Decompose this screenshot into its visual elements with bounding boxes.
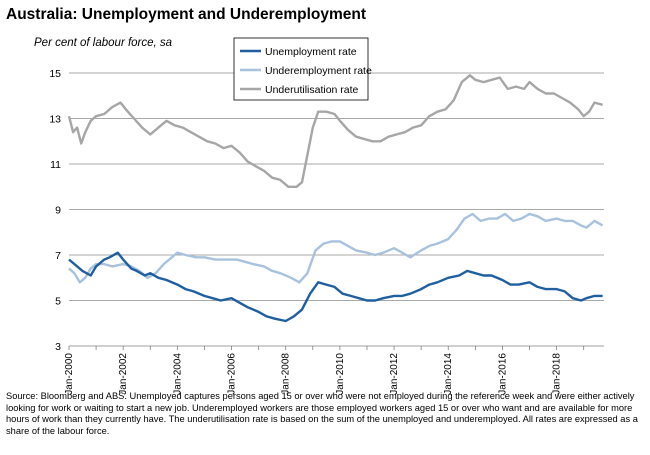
- x-tick-label: Jan-2014: [443, 353, 454, 395]
- x-tick-label: Jan-2008: [281, 353, 292, 395]
- legend-label: Underemployment rate: [265, 65, 372, 77]
- x-tick-label: Jan-2012: [389, 353, 400, 395]
- series-line-underutilisation-rate: [67, 74, 603, 188]
- series-line-unemployment-rate: [68, 251, 603, 323]
- x-tick-label: Jan-2002: [118, 353, 129, 395]
- axes: 3 5 7 9 11 13 15 Jan-2000 Jan-2002 Jan-2004 Jan-20…: [49, 68, 604, 395]
- x-tick-label: Jan-2010: [335, 353, 346, 395]
- x-tick-label: Jan-2018: [552, 353, 563, 395]
- x-tick-label: Jan-2004: [172, 353, 183, 395]
- legend: Unemployment rate Underemployment rate Und…: [233, 37, 372, 101]
- legend-label: Underutilisation rate: [265, 84, 359, 96]
- x-tick-label: Jan-2000: [64, 353, 75, 395]
- y-tick-label: 3: [55, 341, 61, 353]
- y-tick-label: 9: [55, 205, 61, 217]
- y-tick-label: 15: [49, 68, 61, 80]
- grid-lines: [69, 72, 604, 301]
- chart-title: Australia: Unemployment and Underemploym…: [6, 6, 367, 23]
- x-tick-label: Jan-2016: [497, 353, 508, 395]
- chart-subtitle: Per cent of labour force, sa: [34, 37, 173, 49]
- y-tick-label: 7: [55, 250, 61, 262]
- y-tick-label: 13: [49, 114, 61, 126]
- y-tick-label: 5: [55, 296, 61, 308]
- source-note: Source: Bloomberg and ABS. Unemployed ca…: [6, 391, 638, 437]
- series-lines: [67, 74, 604, 323]
- legend-label: Unemployment rate: [265, 46, 357, 58]
- x-tick-label: Jan-2006: [227, 353, 238, 395]
- y-tick-label: 11: [50, 159, 61, 171]
- series-line-underemployment-rate: [68, 212, 604, 284]
